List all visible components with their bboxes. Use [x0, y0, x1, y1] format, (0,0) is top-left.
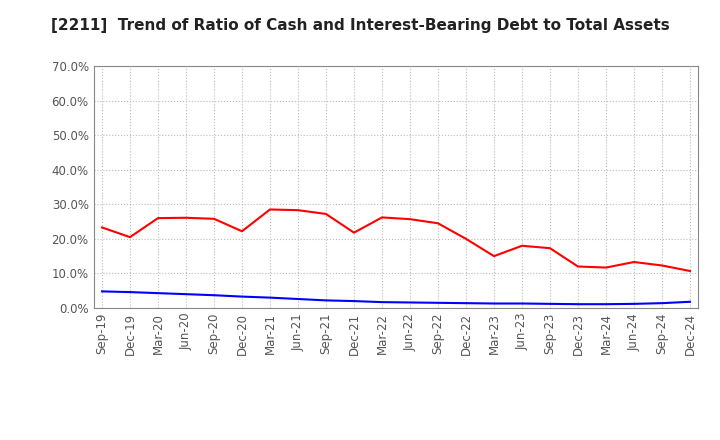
Cash	[433, 220, 442, 226]
Interest-Bearing Debt	[98, 289, 107, 294]
Cash	[350, 230, 359, 235]
Cash	[630, 259, 639, 264]
Interest-Bearing Debt	[378, 300, 387, 305]
Cash	[685, 268, 694, 274]
Interest-Bearing Debt	[685, 299, 694, 304]
Cash	[210, 216, 218, 221]
Interest-Bearing Debt	[462, 301, 470, 306]
Interest-Bearing Debt	[657, 301, 666, 306]
Interest-Bearing Debt	[630, 301, 639, 307]
Cash	[322, 211, 330, 216]
Interest-Bearing Debt	[210, 293, 218, 298]
Interest-Bearing Debt	[490, 301, 498, 306]
Interest-Bearing Debt	[574, 301, 582, 307]
Cash	[126, 235, 135, 240]
Cash	[518, 243, 526, 249]
Interest-Bearing Debt	[546, 301, 554, 307]
Interest-Bearing Debt	[266, 295, 274, 300]
Cash	[181, 215, 190, 220]
Cash	[574, 264, 582, 269]
Cash	[657, 263, 666, 268]
Cash	[238, 229, 246, 234]
Cash	[405, 216, 414, 222]
Interest-Bearing Debt	[181, 292, 190, 297]
Interest-Bearing Debt	[238, 294, 246, 299]
Cash	[378, 215, 387, 220]
Interest-Bearing Debt	[350, 298, 359, 304]
Line: Interest-Bearing Debt: Interest-Bearing Debt	[102, 291, 690, 304]
Interest-Bearing Debt	[602, 301, 611, 307]
Interest-Bearing Debt	[405, 300, 414, 305]
Interest-Bearing Debt	[153, 290, 162, 296]
Cash	[294, 208, 302, 213]
Interest-Bearing Debt	[126, 290, 135, 295]
Cash	[266, 207, 274, 212]
Cash	[462, 236, 470, 242]
Text: [2211]  Trend of Ratio of Cash and Interest-Bearing Debt to Total Assets: [2211] Trend of Ratio of Cash and Intere…	[50, 18, 670, 33]
Interest-Bearing Debt	[433, 300, 442, 305]
Cash	[490, 253, 498, 259]
Cash	[546, 246, 554, 251]
Line: Cash: Cash	[102, 209, 690, 271]
Cash	[98, 225, 107, 230]
Cash	[153, 216, 162, 221]
Cash	[602, 265, 611, 270]
Interest-Bearing Debt	[518, 301, 526, 306]
Interest-Bearing Debt	[322, 298, 330, 303]
Interest-Bearing Debt	[294, 297, 302, 302]
